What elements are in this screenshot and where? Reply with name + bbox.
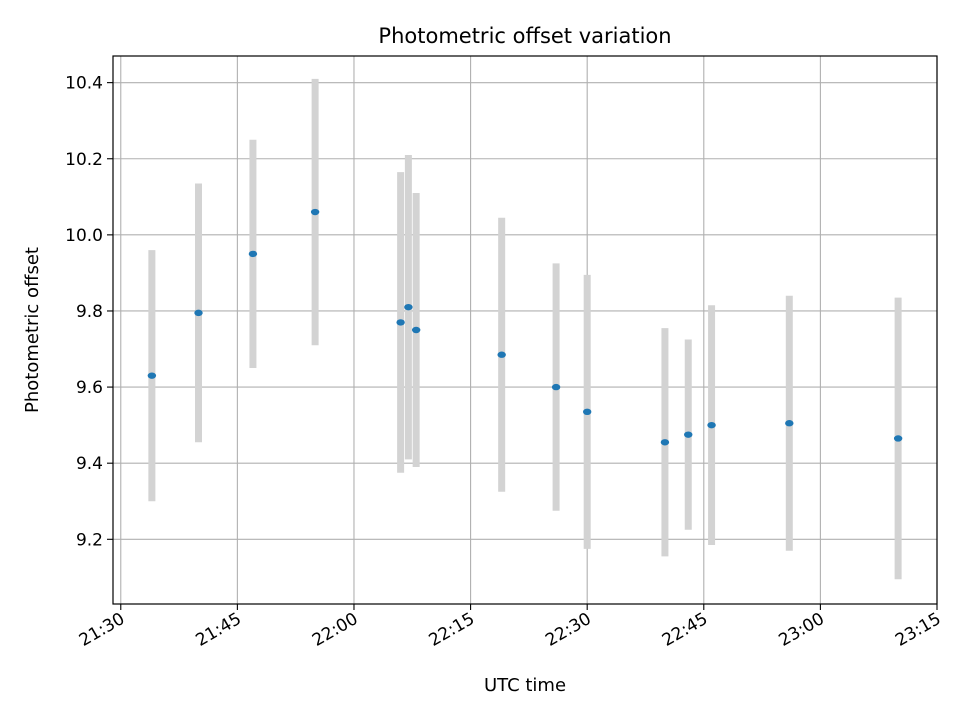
data-point	[194, 309, 203, 317]
y-axis: 9.2 9.4 9.6 9.8 10.0 10.2 10.4	[65, 74, 113, 550]
data-point	[660, 439, 670, 446]
y-tick-label: 9.8	[76, 302, 103, 322]
data-point	[396, 319, 405, 326]
data-points	[147, 208, 903, 446]
y-tick-label: 9.4	[76, 454, 103, 474]
data-point	[707, 421, 716, 429]
y-tick-label: 10.2	[65, 150, 103, 170]
y-tick-label: 10.4	[65, 74, 103, 94]
y-tick-label: 9.2	[76, 530, 103, 550]
data-point	[785, 420, 794, 427]
chart-title: Photometric offset variation	[378, 24, 671, 48]
data-point	[248, 250, 258, 258]
data-point	[147, 372, 157, 379]
x-axis-label: UTC time	[484, 675, 566, 696]
data-point	[497, 351, 506, 358]
y-axis-label: Photometric offset	[22, 247, 43, 413]
data-point	[893, 435, 903, 442]
data-point	[582, 408, 592, 416]
y-tick-label: 10.0	[65, 226, 103, 246]
data-point	[404, 303, 413, 311]
data-point	[684, 431, 693, 438]
data-point	[310, 208, 320, 216]
data-point	[551, 383, 561, 391]
plot-frame	[112, 55, 938, 605]
y-tick-label: 9.6	[76, 378, 103, 398]
data-point	[411, 326, 421, 334]
